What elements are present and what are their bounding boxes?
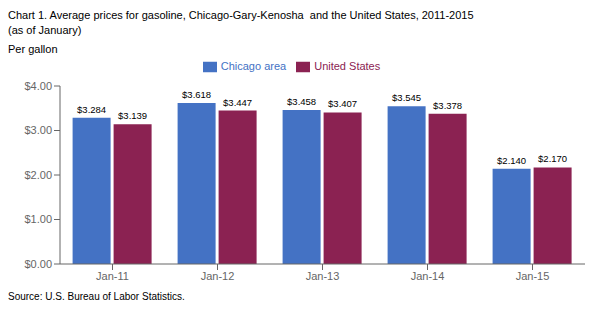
svg-text:$1.00: $1.00 bbox=[24, 213, 52, 225]
svg-text:Jan-12: Jan-12 bbox=[201, 270, 235, 282]
svg-text:$4.00: $4.00 bbox=[24, 80, 52, 92]
svg-text:$0.00: $0.00 bbox=[24, 258, 52, 270]
html-text:Chart 1. Average prices for ga: Chart 1. Average prices for gasoline, Ch… bbox=[8, 9, 474, 21]
svg-text:$2.140: $2.140 bbox=[497, 155, 526, 166]
svg-text:$3.545: $3.545 bbox=[392, 92, 421, 103]
svg-text:Jan-14: Jan-14 bbox=[411, 270, 445, 282]
html-text:Source: U.S. Bureau of Labor S: Source: U.S. Bureau of Labor Statistics. bbox=[8, 291, 185, 302]
svg-text:$3.00: $3.00 bbox=[24, 124, 52, 136]
svg-text:$3.458: $3.458 bbox=[287, 96, 316, 107]
html-text:Chicago area: Chicago area bbox=[220, 60, 287, 72]
svg-text:$3.139: $3.139 bbox=[118, 110, 147, 121]
svg-text:Jan-13: Jan-13 bbox=[306, 270, 340, 282]
svg-text:$3.284: $3.284 bbox=[77, 104, 106, 115]
svg-text:$3.618: $3.618 bbox=[182, 89, 211, 100]
svg-text:$3.447: $3.447 bbox=[223, 97, 252, 108]
svg-text:$2.00: $2.00 bbox=[24, 169, 52, 181]
svg-text:$2.170: $2.170 bbox=[538, 153, 567, 164]
svg-text:$3.378: $3.378 bbox=[433, 100, 462, 111]
html-text:Per gallon: Per gallon bbox=[8, 43, 58, 55]
html-text:(as of January): (as of January) bbox=[8, 24, 82, 36]
html-text:United States: United States bbox=[314, 60, 381, 72]
svg-text:Jan-15: Jan-15 bbox=[516, 270, 550, 282]
svg-text:Jan-11: Jan-11 bbox=[96, 270, 129, 282]
svg-text:$3.407: $3.407 bbox=[328, 98, 357, 109]
